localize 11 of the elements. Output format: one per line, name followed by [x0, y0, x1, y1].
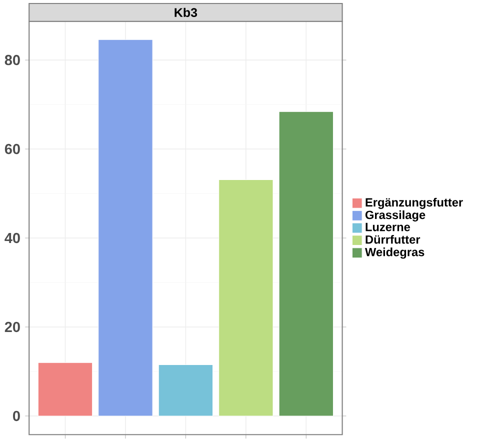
- y-tick-label: 0: [13, 411, 20, 422]
- legend-label: Dürrfutter: [366, 235, 420, 244]
- y-tick-label: 40: [4, 233, 20, 244]
- legend-label: Weidegras: [365, 248, 424, 259]
- y-tick-label: 80: [4, 55, 20, 66]
- legend-label: Ergänzungsfutter: [366, 198, 463, 210]
- legend-label: Luzerne: [366, 223, 410, 232]
- y-tick-label: 60: [4, 144, 20, 154]
- y-tick-label: 20: [4, 322, 20, 332]
- legend-label: Grassilage: [365, 210, 426, 222]
- chart-title: Kb3: [174, 8, 198, 18]
